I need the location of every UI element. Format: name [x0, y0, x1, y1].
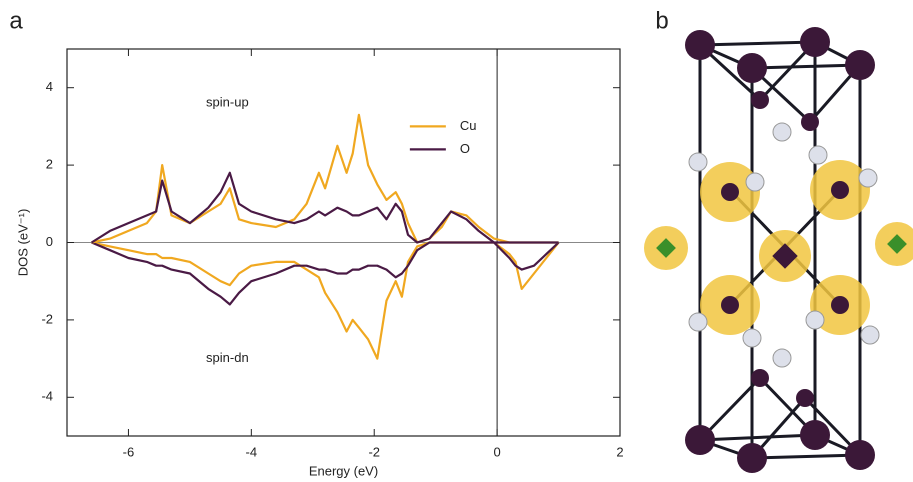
y-tick-label: 0 — [46, 234, 53, 249]
x-tick-label: -2 — [368, 444, 380, 459]
y-tick-label: -2 — [41, 311, 53, 326]
annotation: spin-up — [206, 95, 249, 110]
y-axis-label: DOS (eV⁻¹) — [15, 209, 30, 277]
legend-label: O — [460, 141, 470, 156]
x-tick-label: 0 — [493, 444, 500, 459]
x-tick-label: 2 — [616, 444, 623, 459]
y-tick-label: 2 — [46, 157, 53, 172]
crystal-structure — [644, 27, 913, 473]
dos-line — [91, 241, 560, 306]
x-tick-label: -4 — [246, 444, 258, 459]
x-tick-label: -6 — [123, 444, 135, 459]
dos-line — [91, 113, 559, 244]
panel-label: a — [9, 7, 23, 34]
x-axis-label: Energy (eV) — [309, 463, 378, 478]
dos-line — [91, 171, 559, 244]
y-tick-label: 4 — [46, 79, 53, 94]
panel-label: b — [655, 7, 668, 34]
annotation: spin-dn — [206, 350, 249, 365]
legend-label: Cu — [460, 118, 477, 133]
dos-line — [91, 241, 560, 360]
y-tick-label: -4 — [41, 389, 53, 404]
